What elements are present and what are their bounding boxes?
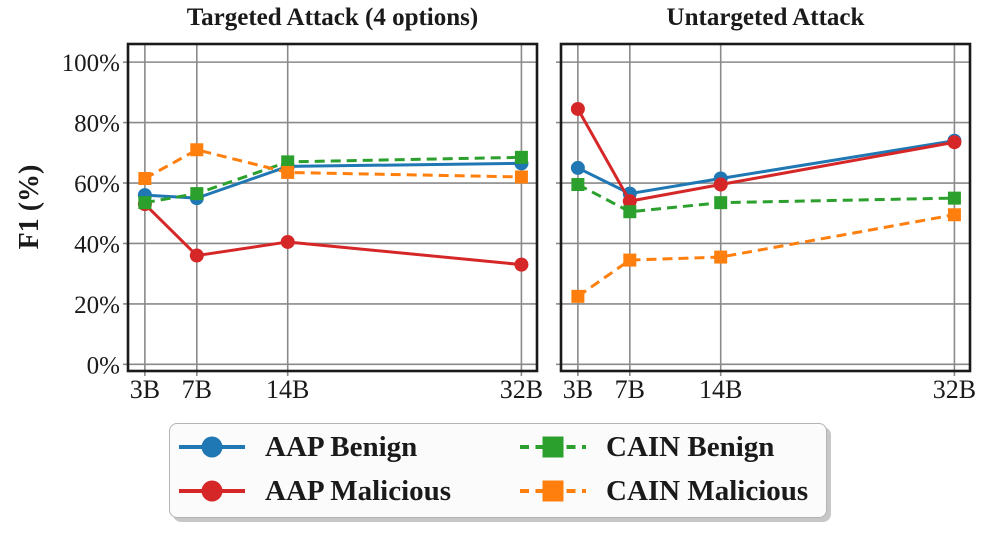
legend-item-aap-benign: AAP Benign (179, 430, 418, 463)
legend-label: CAIN Benign (606, 430, 775, 463)
panel-untargeted-attack: 3B 7B 14B 32B (556, 42, 976, 404)
x-tick-label: 32B (500, 375, 543, 404)
ticks (556, 61, 956, 376)
panel-border (126, 42, 539, 373)
x-tick-label: 3B (563, 375, 593, 404)
marker-square (138, 196, 152, 210)
x-tick-label: 32B (933, 375, 976, 404)
marker-square (571, 289, 585, 303)
marker-circle (514, 257, 529, 272)
marker-square (714, 250, 728, 264)
marker-square (138, 171, 152, 185)
x-tick-labels: 3B 7B 14B 32B (130, 375, 543, 404)
marker-circle (189, 248, 204, 263)
legend-label: AAP Benign (265, 430, 418, 463)
marker-square (281, 165, 295, 179)
marker-square (947, 191, 961, 205)
panel-border (559, 42, 972, 373)
y-tick-label: 20% (74, 292, 120, 319)
panel-title-targeted: Targeted Attack (4 options) (186, 4, 479, 31)
x-tick-label: 7B (615, 375, 645, 404)
y-tick-label: 60% (74, 171, 120, 198)
marker-square (623, 253, 637, 267)
legend-item-cain-benign: CAIN Benign (520, 430, 775, 463)
legend-marker-glyph (520, 436, 586, 458)
grid (561, 44, 970, 371)
legend-marker-cain-benign-icon (520, 433, 586, 461)
ticks (123, 61, 523, 376)
marker-square (190, 187, 204, 201)
marker-circle (947, 135, 962, 150)
marker-square (623, 205, 637, 219)
legend-item-aap-malicious: AAP Malicious (179, 474, 452, 507)
x-tick-label: 3B (130, 375, 160, 404)
marker-square (947, 208, 961, 222)
x-tick-label: 7B (182, 375, 212, 404)
series-cain-benign (571, 178, 961, 219)
marker-circle (570, 101, 585, 116)
legend-marker-aap-benign-icon (179, 433, 245, 461)
x-tick-label: 14B (699, 375, 742, 404)
x-tick-label: 14B (266, 375, 309, 404)
y-tick-label: 80% (74, 111, 120, 138)
legend-marker-glyph (179, 436, 245, 458)
legend-item-cain-malicious: CAIN Malicious (520, 474, 809, 507)
marker-circle (570, 160, 585, 175)
grid (128, 44, 537, 371)
legend: AAP Benign AAP Malicious CAIN Benign CAI… (169, 423, 827, 518)
marker-square (571, 178, 585, 192)
marker-circle (280, 234, 295, 249)
marker-square (714, 196, 728, 210)
series-cain-malicious (138, 143, 528, 185)
x-tick-labels: 3B 7B 14B 32B (563, 375, 976, 404)
panel-targeted-attack-4-options-: 3B 7B 14B 32B 0% 20% 40% 60% 80% 100% (62, 42, 543, 404)
marker-circle (622, 194, 637, 209)
legend-label: AAP Malicious (265, 474, 452, 507)
legend-marker-cain-malicious-icon (520, 477, 586, 505)
series-cain-benign (138, 150, 528, 210)
y-tick-label: 40% (74, 231, 120, 258)
panel-title-untargeted: Untargeted Attack (666, 4, 865, 31)
y-tick-labels: 0% 20% 40% 60% 80% 100% (62, 50, 120, 379)
y-tick-label: 100% (62, 50, 120, 77)
marker-circle (713, 177, 728, 192)
legend-marker-glyph (520, 480, 586, 502)
marker-square (190, 143, 204, 157)
marker-square (514, 150, 528, 164)
marker-square (281, 155, 295, 169)
legend-marker-aap-malicious-icon (179, 477, 245, 505)
series-aap-malicious (570, 101, 962, 209)
marker-square (514, 170, 528, 184)
y-tick-label: 0% (87, 352, 120, 379)
legend-label: CAIN Malicious (606, 474, 809, 507)
series-cain-malicious (571, 208, 961, 303)
line-chart-canvas: 3B 7B 14B 32B 0% 20% 40% 60% 80% 100% 3B 7B 14B 32B (62, 42, 976, 404)
legend-marker-glyph (179, 480, 245, 502)
